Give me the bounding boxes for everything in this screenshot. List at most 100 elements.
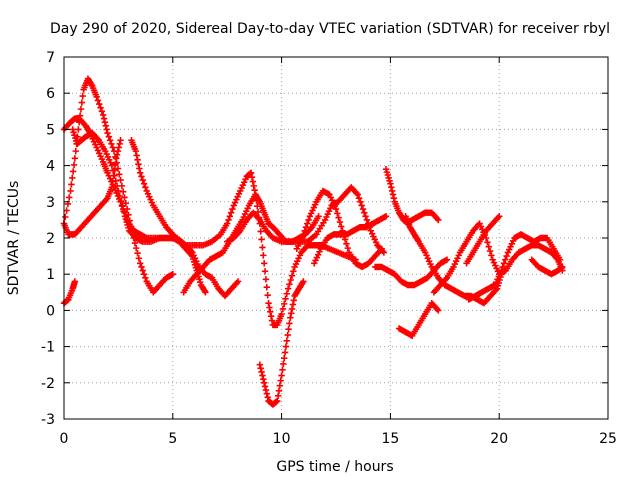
data-point: [485, 243, 492, 250]
data-point: [249, 178, 257, 185]
data-point: [256, 361, 264, 368]
data-point: [120, 208, 127, 215]
data-point: [300, 231, 307, 238]
data-point: [78, 99, 86, 106]
data-point: [105, 133, 113, 140]
data-point: [355, 194, 363, 202]
data-point: [301, 227, 308, 234]
data-point: [263, 390, 271, 397]
data-point: [114, 147, 122, 155]
data-point: [169, 271, 176, 278]
y-tick-label: 0: [46, 303, 55, 319]
data-point: [140, 271, 148, 278]
data-point: [500, 260, 508, 267]
data-point: [259, 372, 266, 379]
data-point: [498, 267, 505, 274]
data-point: [361, 209, 368, 216]
data-point: [62, 213, 69, 221]
data-point: [435, 216, 442, 224]
data-point: [274, 392, 282, 400]
data-point: [113, 151, 121, 158]
data-point: [71, 278, 79, 285]
sat-track-14: [402, 213, 505, 307]
data-point: [281, 354, 288, 362]
data-point: [278, 372, 285, 379]
data-point: [502, 256, 509, 263]
data-point: [358, 202, 365, 209]
data-point: [123, 205, 131, 213]
data-point: [281, 300, 288, 308]
data-point: [286, 281, 293, 288]
data-point: [315, 213, 322, 220]
data-point: [109, 167, 117, 174]
sat-track-8: [256, 278, 307, 408]
data-point: [76, 118, 83, 126]
data-point: [268, 317, 276, 324]
data-point: [226, 213, 234, 220]
data-point: [305, 216, 312, 224]
data-point: [288, 305, 296, 313]
data-point: [69, 168, 77, 175]
y-tick-label: 6: [46, 86, 55, 102]
data-point: [260, 252, 267, 259]
x-tick-label: 25: [599, 431, 617, 447]
data-point: [104, 129, 111, 137]
data-point: [72, 147, 79, 155]
data-point: [70, 161, 78, 169]
data-point: [135, 255, 143, 262]
data-point: [251, 187, 258, 194]
data-point: [75, 126, 82, 133]
data-point: [262, 386, 270, 394]
data-point: [112, 160, 119, 168]
data-point: [281, 349, 289, 356]
data-point: [131, 239, 139, 247]
data-point: [279, 366, 286, 373]
data-point: [94, 97, 102, 104]
data-point: [135, 160, 142, 168]
sat-track-6: [128, 137, 209, 296]
data-point: [302, 223, 310, 231]
sat-track-10: [293, 187, 385, 271]
data-point: [285, 326, 292, 333]
data-point: [277, 377, 284, 384]
data-point: [97, 104, 104, 111]
data-points: [60, 75, 566, 408]
data-point: [503, 252, 510, 260]
sat-track-12: [382, 166, 442, 227]
data-point: [387, 180, 394, 187]
data-point: [96, 100, 103, 108]
data-point: [139, 267, 146, 274]
data-point: [99, 111, 107, 119]
data-point: [113, 155, 120, 162]
y-tick-label: 2: [46, 231, 55, 247]
data-point: [282, 295, 289, 303]
data-point: [117, 197, 125, 205]
data-point: [363, 216, 371, 224]
data-point: [261, 383, 269, 390]
data-point: [136, 260, 144, 267]
data-point: [283, 337, 291, 345]
data-point: [108, 162, 116, 169]
data-point: [274, 397, 281, 405]
data-point: [343, 240, 350, 247]
data-point: [287, 314, 294, 321]
data-point: [111, 172, 118, 179]
data-point: [108, 184, 116, 191]
data-point: [261, 268, 269, 275]
data-point: [266, 304, 273, 311]
data-point: [133, 152, 140, 159]
data-point: [359, 205, 367, 213]
data-point: [71, 155, 79, 162]
data-point: [122, 200, 129, 207]
data-point: [119, 202, 126, 210]
data-point: [559, 263, 566, 271]
sat-track-17: [463, 213, 503, 267]
data-point: [290, 268, 297, 275]
data-point: [304, 220, 311, 227]
y-tick-label: -2: [41, 376, 55, 392]
sat-track-4: [60, 278, 79, 307]
data-point: [134, 250, 141, 257]
data-point: [234, 278, 242, 285]
x-tick-label: 5: [168, 431, 177, 447]
data-point: [332, 205, 340, 213]
